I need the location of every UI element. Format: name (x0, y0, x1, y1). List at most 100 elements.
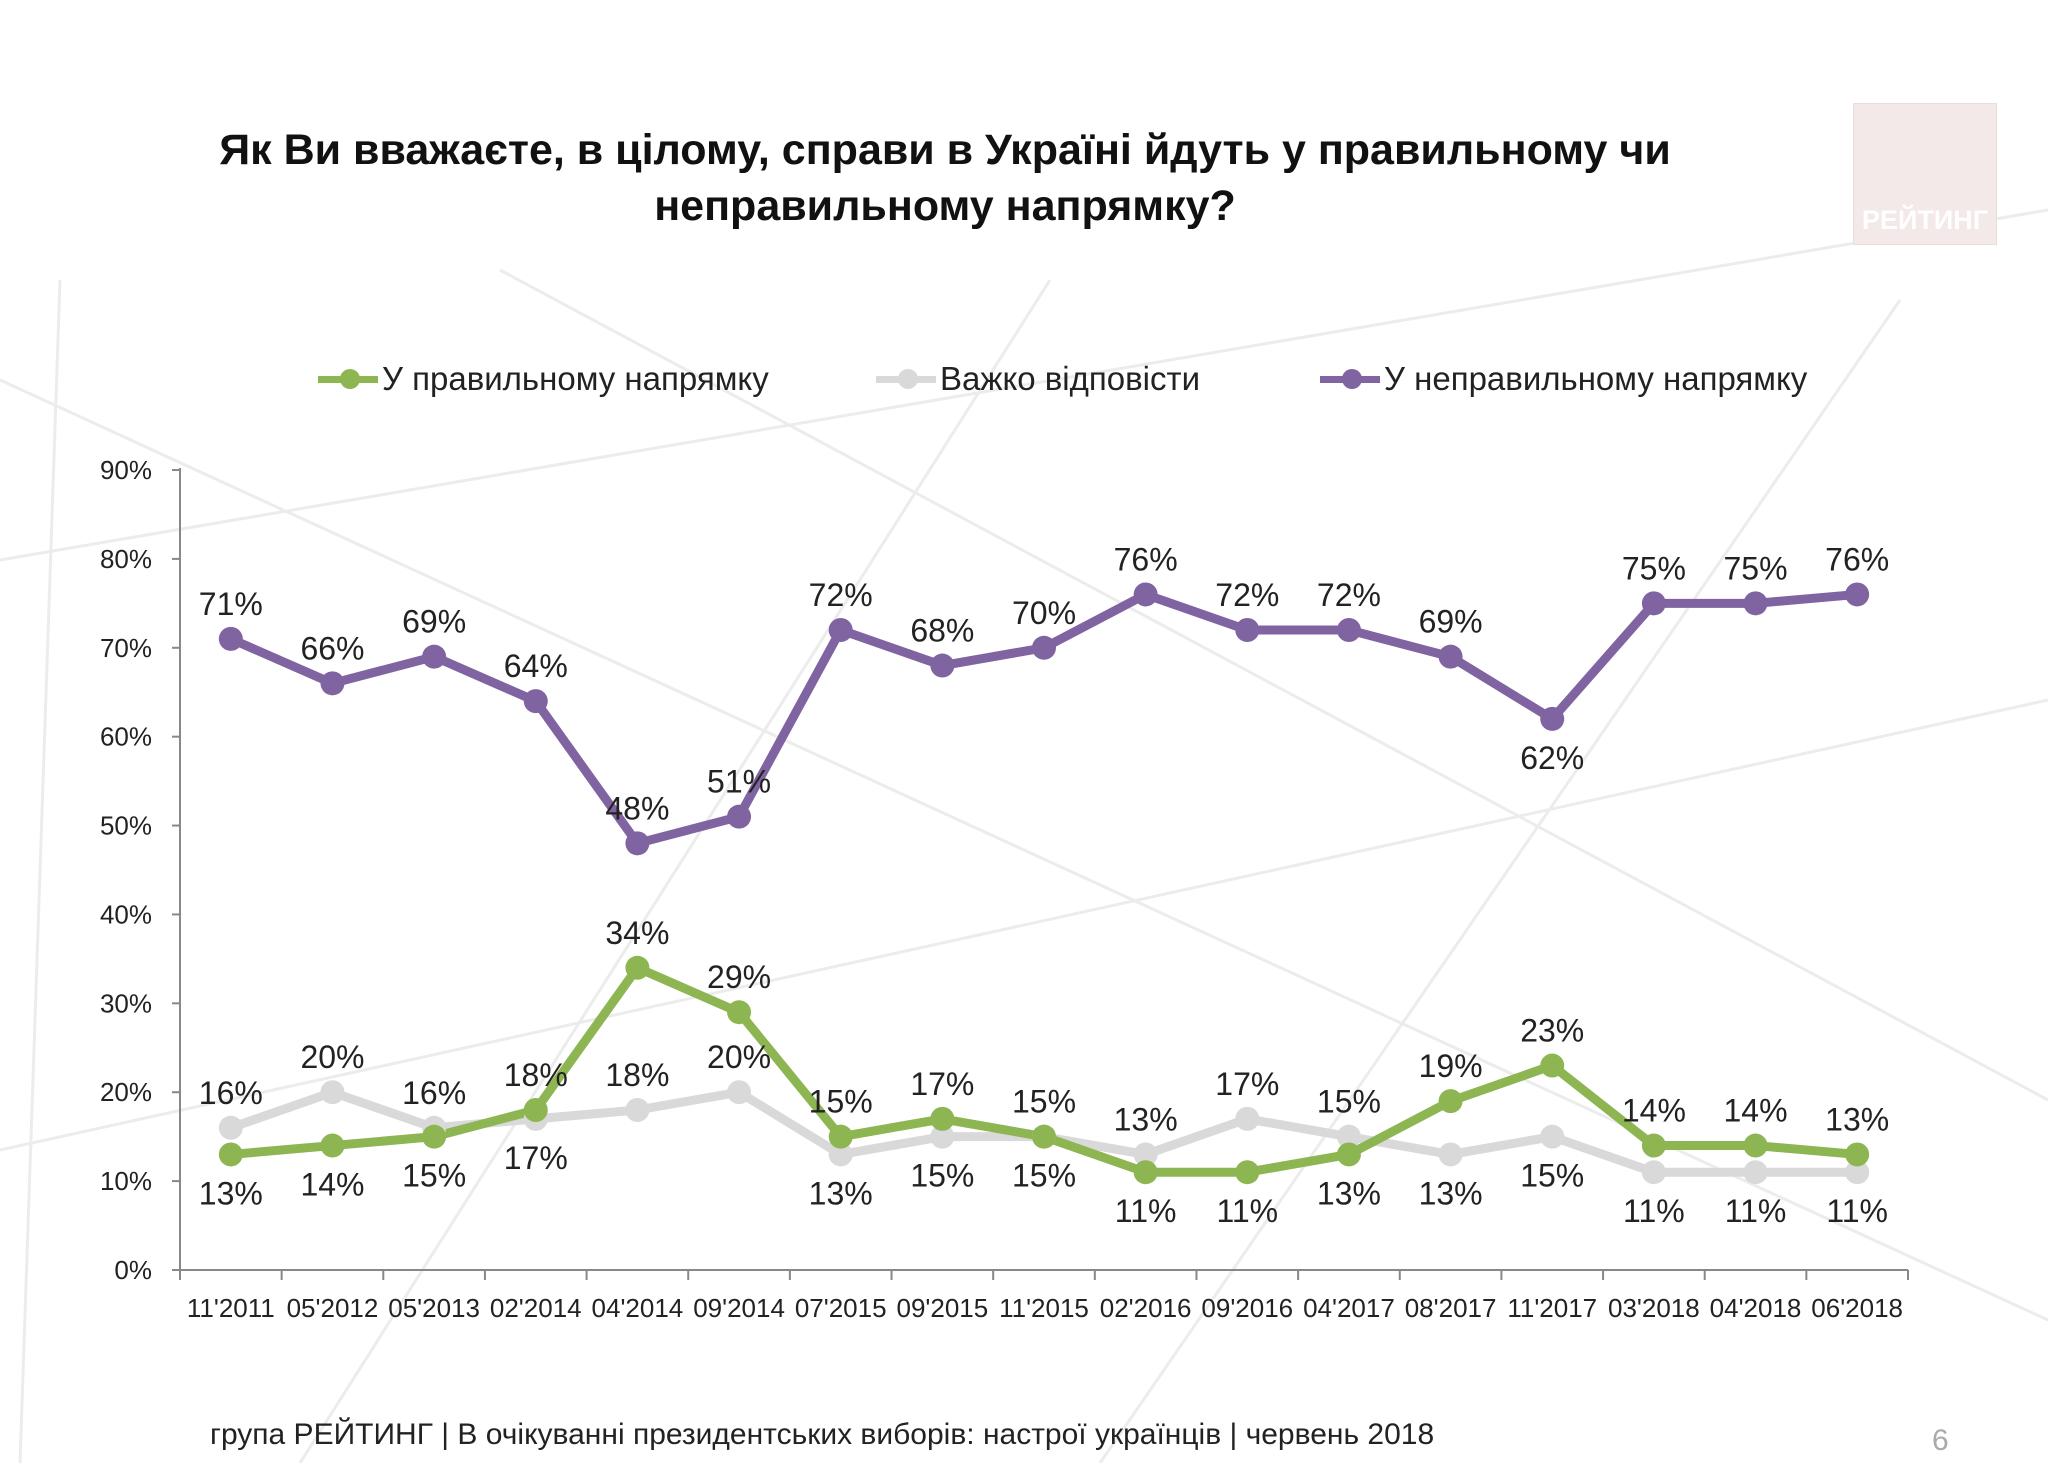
data-point-0 (1133, 1160, 1158, 1185)
data-point-1 (1845, 1160, 1870, 1185)
data-point-1 (828, 1142, 853, 1167)
data-label-2: 69% (402, 604, 466, 640)
data-label-1: 16% (199, 1075, 263, 1111)
data-point-2 (1336, 618, 1361, 642)
data-point-1 (930, 1124, 955, 1149)
data-point-0 (727, 1000, 752, 1025)
x-tick-label: 11'2017 (1507, 1293, 1597, 1323)
y-tick-label: 60% (100, 722, 152, 752)
data-label-1: 15% (1317, 1084, 1381, 1120)
data-point-2 (625, 831, 650, 856)
legend-swatch-hard (876, 369, 936, 389)
y-tick-label: 90% (100, 455, 152, 485)
data-label-1: 13% (1114, 1101, 1178, 1137)
legend-swatch-wrong (1320, 369, 1380, 389)
data-point-1 (218, 1115, 243, 1140)
data-point-2 (1743, 591, 1768, 616)
data-label-1: 15% (910, 1158, 974, 1194)
data-label-2: 76% (1114, 541, 1178, 577)
data-label-0: 18% (504, 1057, 568, 1093)
data-point-1 (320, 1080, 345, 1105)
data-label-2: 71% (199, 586, 263, 622)
chart-legend: У правильному напрямку Важко відповісти … (0, 354, 2048, 404)
x-tick-label: 09'2016 (1201, 1293, 1293, 1323)
data-label-2: 72% (809, 577, 873, 613)
footer-source: група РЕЙТИНГ | В очікуванні президентсь… (210, 1418, 1435, 1451)
data-label-1: 11% (1826, 1193, 1888, 1229)
data-label-2: 75% (1724, 550, 1788, 586)
data-point-0 (1540, 1053, 1565, 1078)
data-point-2 (727, 804, 752, 829)
data-label-2: 72% (1317, 577, 1381, 613)
data-point-0 (218, 1142, 243, 1167)
x-tick-label: 04'2018 (1710, 1293, 1802, 1323)
data-point-2 (1032, 635, 1056, 660)
legend-label-wrong: У неправильному напрямку (1384, 360, 1808, 397)
data-label-0: 14% (300, 1167, 364, 1203)
data-point-1 (727, 1080, 752, 1105)
data-point-0 (930, 1106, 955, 1131)
data-label-0: 23% (1520, 1013, 1584, 1049)
data-point-1 (1235, 1106, 1260, 1131)
series-line-2 (226, 589, 1862, 848)
data-label-1: 15% (1012, 1158, 1076, 1194)
data-point-0 (1743, 1133, 1768, 1158)
data-label-0: 13% (1317, 1175, 1381, 1211)
y-tick-label: 40% (100, 899, 152, 929)
data-label-0: 13% (199, 1175, 263, 1211)
legend-label-right: У правильному напрямку (382, 360, 769, 397)
data-point-1 (1133, 1142, 1158, 1167)
data-label-2: 62% (1520, 740, 1584, 776)
data-label-0: 15% (402, 1158, 466, 1194)
data-point-2 (1845, 582, 1870, 607)
data-point-0 (828, 1124, 853, 1149)
data-label-1: 17% (504, 1140, 568, 1176)
data-point-0 (523, 1098, 548, 1122)
data-point-2 (1235, 618, 1260, 642)
data-label-2: 51% (707, 764, 771, 800)
data-label-1: 11% (1623, 1193, 1685, 1229)
data-label-1: 17% (1215, 1066, 1279, 1102)
legend-label-hard: Важко відповісти (940, 360, 1201, 397)
x-tick-label: 05'2012 (287, 1293, 379, 1323)
x-tick-label: 04'2014 (592, 1293, 684, 1323)
x-tick-label: 07'2015 (795, 1293, 887, 1323)
data-label-0: 34% (605, 915, 669, 951)
data-label-0: 11% (1115, 1193, 1177, 1229)
data-label-0: 13% (1825, 1101, 1889, 1137)
chart-title: Як Ви вважаєте, в цілому, справи в Украї… (219, 126, 1671, 230)
data-point-0 (1235, 1160, 1260, 1185)
data-point-1 (1336, 1124, 1361, 1149)
data-point-2 (1133, 582, 1158, 607)
data-label-0: 17% (910, 1066, 974, 1102)
data-point-0 (1641, 1133, 1666, 1158)
x-tick-label: 08'2017 (1405, 1293, 1497, 1323)
data-label-2: 69% (1419, 604, 1483, 640)
x-tick-label: 03'2018 (1608, 1293, 1700, 1323)
data-point-0 (625, 955, 650, 980)
legend-item-wrong: У неправильному напрямку (1320, 354, 1807, 404)
y-tick-label: 10% (100, 1166, 152, 1196)
page-number: 6 (1932, 1424, 1949, 1457)
data-label-1: 16% (402, 1075, 466, 1111)
data-label-1: 20% (707, 1039, 771, 1075)
data-label-2: 72% (1215, 577, 1279, 613)
data-label-1: 15% (1520, 1158, 1584, 1194)
data-point-1 (1540, 1124, 1565, 1149)
data-label-2: 48% (605, 790, 669, 826)
data-point-0 (1336, 1142, 1361, 1167)
data-point-1 (625, 1098, 650, 1122)
data-label-2: 76% (1825, 541, 1889, 577)
data-point-2 (422, 644, 447, 669)
x-tick-label: 05'2013 (388, 1293, 480, 1323)
data-label-0: 11% (1216, 1193, 1278, 1229)
data-point-1 (1438, 1142, 1463, 1167)
data-point-2 (930, 653, 955, 678)
legend-item-hard: Важко відповісти (876, 354, 1200, 404)
data-point-1 (1641, 1160, 1666, 1185)
data-point-0 (1845, 1142, 1870, 1167)
data-label-0: 14% (1724, 1093, 1788, 1129)
y-tick-label: 70% (100, 633, 152, 663)
data-label-2: 75% (1622, 550, 1686, 586)
data-label-2: 64% (504, 648, 568, 684)
